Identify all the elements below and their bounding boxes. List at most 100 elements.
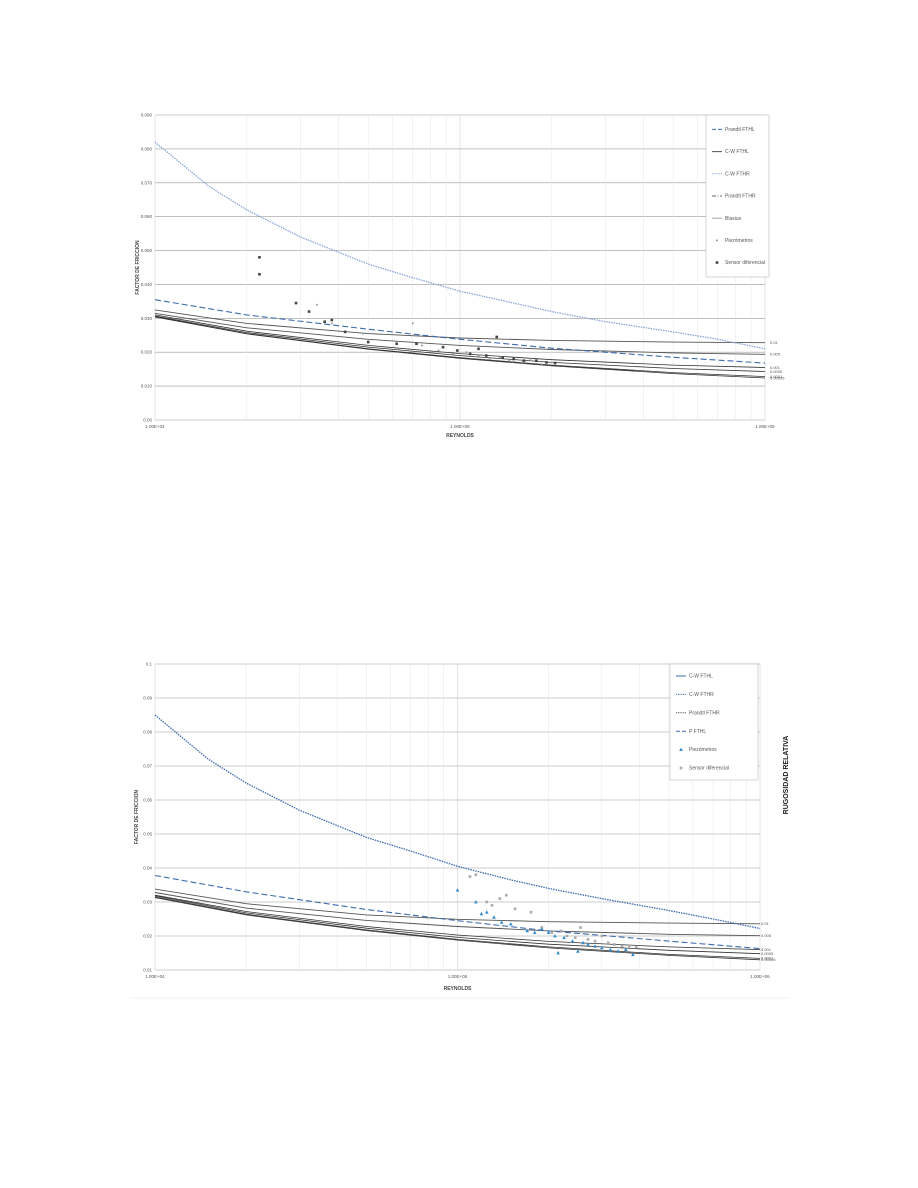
- sensor-point: [513, 907, 517, 911]
- roughness-label: 0.01: [770, 340, 779, 345]
- sensor-point: [505, 893, 508, 897]
- y-axis-title: FACTOR DE FRICCION: [135, 240, 141, 295]
- roughness-curve: [154, 897, 761, 961]
- sensor-point: [485, 900, 489, 904]
- legend-label: Sensor diferencial: [689, 766, 729, 772]
- sensor-point: [535, 359, 538, 362]
- sensor-point: [468, 875, 472, 878]
- legend-label: C-W FTHR: [725, 171, 750, 177]
- legend-label: Piezómetros: [689, 747, 717, 753]
- y-tick-label: 0.08: [143, 730, 152, 735]
- sensor-point: [501, 356, 504, 359]
- y-tick-label: 0.05: [143, 832, 152, 837]
- sensor-point: [477, 347, 480, 351]
- x-tick-label: 1.00E+04: [145, 974, 165, 979]
- legend-marker: [679, 766, 683, 770]
- dashed-curve: [154, 299, 766, 364]
- legend-marker: [716, 239, 718, 242]
- piezometer-point: [492, 915, 496, 919]
- piezometer-point: [593, 944, 597, 948]
- x-axis-title: REYNOLDS: [446, 433, 474, 439]
- sensor-point: [495, 335, 499, 339]
- sensor-point: [620, 944, 624, 948]
- piezometer-point: [550, 361, 553, 364]
- roughness-curve: [154, 894, 761, 950]
- x-tick-label: 1.00E+06: [750, 974, 770, 979]
- y-tick-label: 0.01: [143, 968, 152, 973]
- legend-box: [705, 114, 770, 278]
- piezometer-point: [576, 949, 580, 953]
- sensor-point: [606, 941, 610, 945]
- piezometer-point: [330, 322, 333, 325]
- y-tick-label: 0.060: [141, 214, 153, 219]
- y-tick-label: 0.080: [141, 146, 153, 151]
- piezometer-point: [397, 347, 400, 350]
- y-tick-label: 0.04: [143, 866, 152, 871]
- roughness-curve: [154, 315, 766, 372]
- piezometer-point: [316, 303, 319, 306]
- roughness-label: 0.005: [761, 933, 772, 938]
- piezometer-point: [540, 363, 543, 366]
- y-tick-label: 0.1: [146, 662, 153, 667]
- side-axis-title: RUGOSIDAD RELATIVA: [783, 736, 790, 815]
- y-tick-label: 0.00: [143, 418, 152, 423]
- sensor-point: [600, 934, 604, 938]
- legend-label: Blasius: [725, 216, 742, 222]
- sensor-point: [474, 873, 478, 877]
- roughness-label: 0.001: [761, 947, 772, 952]
- sensor-point: [258, 256, 261, 259]
- sensor-point: [634, 945, 638, 949]
- piezometer-point: [529, 358, 532, 360]
- piezometer-point: [581, 940, 585, 945]
- legend-label: Piezómetros: [725, 238, 753, 244]
- y-tick-label: 0.09: [143, 696, 152, 701]
- piezometer-point: [477, 354, 480, 357]
- sensor-point: [490, 904, 494, 907]
- sensor-point: [323, 320, 326, 324]
- legend-label: C-W FTHL: [689, 674, 713, 680]
- piezometer-point: [361, 332, 364, 335]
- y-tick-label: 0.02: [143, 934, 152, 939]
- roughness-label: 0.0005: [761, 951, 774, 956]
- sensor-point: [456, 349, 459, 352]
- sensor-point: [553, 361, 557, 365]
- y-tick-label: 0.040: [141, 282, 153, 287]
- roughness-curve: [154, 892, 761, 937]
- sensor-point: [559, 929, 563, 933]
- x-tick-label: 1.00E+04: [145, 424, 165, 429]
- y-tick-label: 0.070: [141, 180, 153, 185]
- roughness-label: 0.0001: [770, 374, 783, 379]
- x-tick-label: 1.00E+05: [450, 424, 470, 429]
- sensor-point: [415, 342, 418, 346]
- chart-1: 0.00 0.010 0.020 0.030 0.040 0.050 0.060 0.070 0…: [135, 113, 785, 440]
- sensor-point: [613, 943, 616, 946]
- piezometer-point: [546, 930, 551, 934]
- sensor-point: [628, 944, 631, 948]
- piezometer-point: [540, 927, 544, 931]
- roughness-curve: [154, 312, 766, 355]
- x-tick-label: 1.00E+06: [755, 424, 775, 429]
- legend-box: [669, 663, 759, 781]
- piezometer-point: [379, 339, 382, 342]
- sensor-point: [258, 272, 261, 276]
- piezometer-point: [485, 910, 489, 914]
- sensor-point: [330, 318, 334, 322]
- y-tick-label: 0.020: [141, 350, 153, 355]
- legend-label: C-W FTHR: [689, 692, 714, 698]
- sensor-point: [545, 361, 548, 364]
- sensor-point: [512, 357, 516, 361]
- roughness-curve: [154, 888, 761, 925]
- piezometer-point: [498, 356, 501, 359]
- roughness-curve: [154, 314, 766, 368]
- piezometer-point: [631, 952, 635, 957]
- fully-rough-curve: [154, 141, 766, 350]
- sensor-point: [395, 342, 398, 346]
- piezometer-point: [474, 900, 478, 904]
- piezometer-point: [437, 349, 440, 352]
- sensor-point: [529, 910, 533, 914]
- y-tick-label: 0.03: [143, 900, 152, 905]
- sensor-point: [522, 359, 526, 362]
- legend-label: C-W FTHL: [725, 149, 749, 155]
- piezometer-point: [532, 930, 537, 934]
